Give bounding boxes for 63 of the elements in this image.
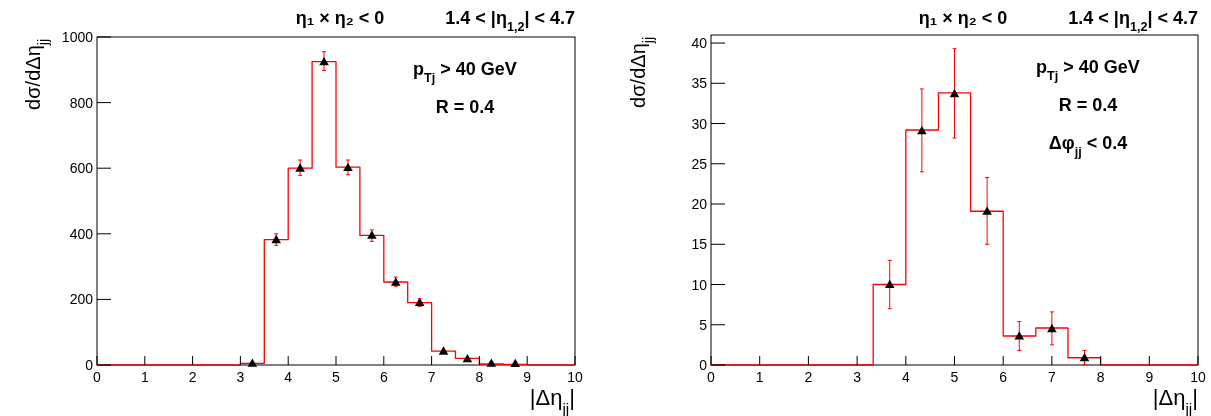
x-tick-label: 5	[950, 369, 959, 385]
x-tick-label: 8	[1096, 369, 1105, 385]
point	[510, 358, 521, 368]
x-tick-label: 9	[1145, 369, 1154, 385]
point	[390, 277, 401, 286]
chart-title: η₁ × η₂ < 0	[918, 8, 1008, 28]
x-tick-label: 4	[901, 369, 910, 385]
y-tick-label: 25	[691, 155, 708, 172]
point	[486, 358, 497, 367]
x-axis-title: |Δη$_{jj}$|	[1152, 385, 1198, 416]
point	[295, 163, 305, 172]
point	[247, 358, 258, 367]
annotation: R = 0.4	[435, 97, 495, 117]
point	[1047, 324, 1057, 333]
x-tick-label: 7	[427, 369, 436, 385]
y-tick-label: 1000	[61, 29, 94, 45]
y-tick-label: 20	[691, 196, 708, 213]
y-tick-label: 15	[691, 236, 708, 253]
x-tick-label: 2	[804, 369, 813, 385]
x-tick-label: 10	[1190, 369, 1206, 385]
point	[462, 353, 473, 363]
x-axis-title: |Δη$_{jj}$|	[529, 385, 575, 416]
x-tick-label: 3	[853, 369, 862, 385]
x-tick-label: 2	[188, 369, 197, 385]
x-tick-label: 5	[332, 369, 341, 385]
y-tick-label: 0	[699, 357, 708, 373]
y-tick-label: 400	[69, 225, 94, 242]
point	[438, 346, 449, 355]
x-tick-label: 10	[567, 369, 583, 385]
y-tick-label: 40	[691, 35, 708, 52]
y-tick-label: 600	[69, 160, 94, 177]
annotation: p$_{Tj}$ > 40 GeV	[1036, 57, 1140, 83]
point	[343, 162, 353, 171]
x-tick-label: 8	[475, 369, 484, 385]
point	[949, 89, 960, 98]
x-tick-label: 6	[999, 369, 1008, 385]
point	[319, 57, 329, 66]
chart-title: η₁ × η₂ < 0	[295, 8, 385, 28]
x-tick-label: 9	[523, 369, 532, 385]
point	[917, 126, 927, 135]
x-tick-label: 3	[236, 369, 245, 385]
x-tick-label: 4	[284, 369, 293, 385]
point	[982, 206, 992, 215]
annotation: p$_{Tj}$ > 40 GeV	[413, 59, 517, 85]
x-tick-label: 1	[755, 369, 764, 385]
annotation: Δφ$_{jj}$ < 0.4	[1048, 133, 1128, 159]
y-tick-label: 800	[69, 94, 94, 111]
x-tick-label: 1	[140, 369, 149, 385]
y-tick-label: 5	[699, 316, 708, 333]
y-tick-label: 35	[691, 75, 708, 92]
point	[884, 279, 895, 289]
chart-subtitle: 1.4 < |η$_{1,2}$| < 4.7	[445, 8, 575, 34]
annotation: R = 0.4	[1058, 95, 1118, 115]
chart-subtitle: 1.4 < |η$_{1,2}$| < 4.7	[1068, 8, 1198, 34]
point	[1079, 353, 1090, 362]
x-tick-label: 7	[1048, 369, 1056, 385]
y-tick-label: 30	[691, 115, 708, 132]
y-tick-label: 200	[69, 291, 94, 308]
point	[1014, 331, 1025, 340]
y-tick-label: 0	[85, 357, 94, 373]
x-tick-label: 6	[379, 369, 388, 385]
y-tick-label: 10	[691, 276, 708, 293]
point	[367, 230, 377, 239]
